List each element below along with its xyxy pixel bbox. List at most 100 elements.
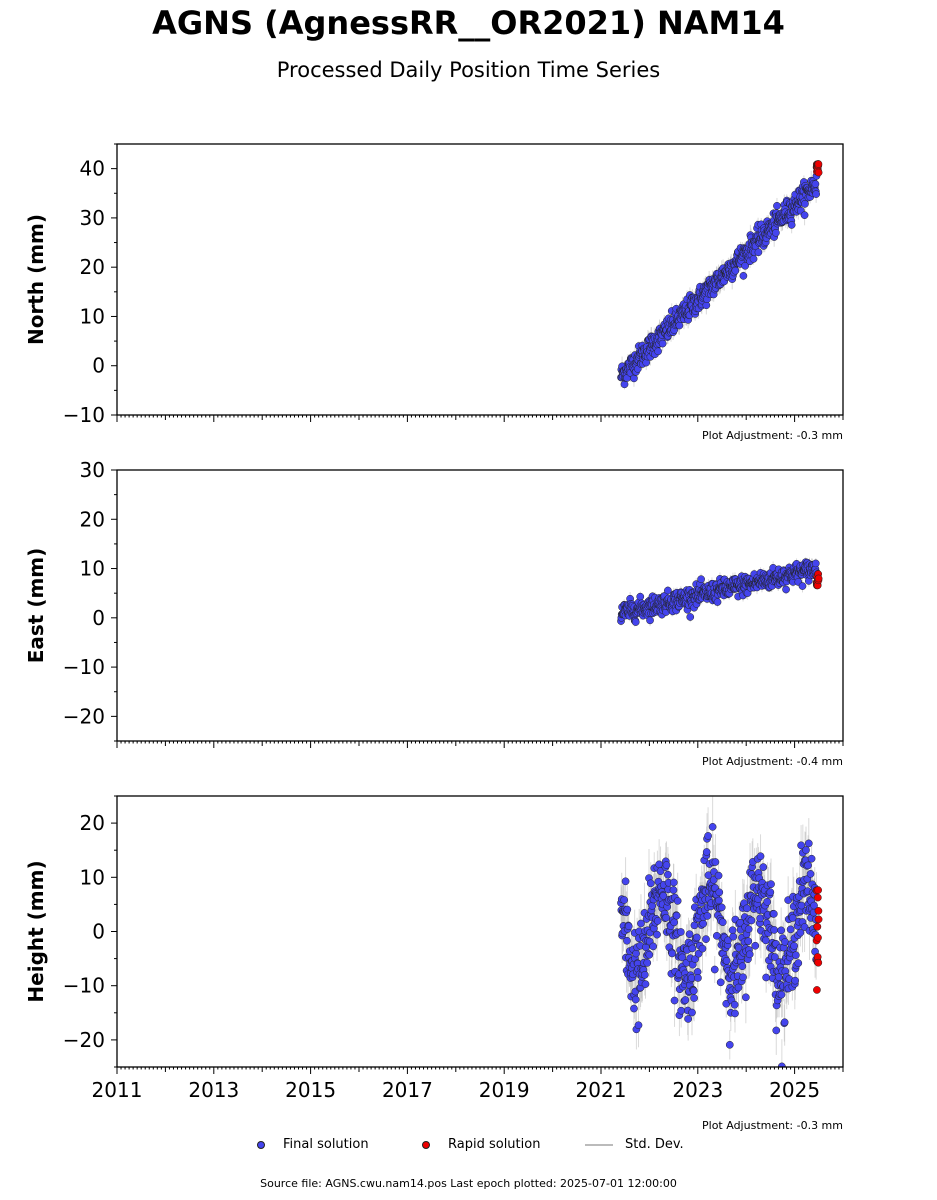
height-final-point	[716, 978, 725, 987]
east-ytick-label: −10	[63, 655, 105, 679]
height-final-point	[729, 932, 738, 941]
height-final-point	[704, 871, 713, 880]
height-final-point	[656, 867, 665, 876]
north-final-point	[811, 180, 820, 188]
height-final-point	[810, 901, 818, 910]
legend: Final solution Rapid solution Std. Dev.	[0, 1137, 937, 1157]
height-final-point	[730, 1000, 739, 1009]
north-ytick-label: 0	[92, 354, 105, 378]
height-final-point	[643, 959, 652, 967]
rapid-solution-marker-icon	[422, 1140, 430, 1149]
height-final-point	[780, 1018, 789, 1027]
xtick-label: 2021	[576, 1078, 627, 1102]
height-final-point	[623, 905, 632, 914]
height-final-point	[738, 962, 747, 971]
east-rapid-point	[814, 574, 823, 583]
final-solution-marker-icon	[257, 1140, 265, 1149]
height-final-point	[632, 949, 640, 958]
height-ytick-label: 0	[92, 920, 105, 944]
height-data	[617, 796, 823, 1067]
height-final-point	[770, 926, 779, 934]
north-rapid-point	[814, 168, 823, 177]
xtick-label: 2015	[285, 1078, 336, 1102]
height-final-point	[790, 942, 798, 950]
height-final-point	[807, 854, 816, 863]
north-final-point	[787, 221, 796, 229]
north-final-point	[658, 339, 667, 348]
height-final-point	[734, 983, 743, 992]
height-final-point	[670, 996, 679, 1005]
north-ytick-label: 40	[80, 157, 105, 181]
height-final-point	[710, 965, 719, 974]
height-rapid-point	[814, 958, 823, 967]
height-final-point	[802, 846, 810, 854]
legend-final-label: Final solution	[283, 1137, 369, 1152]
east-final-point	[636, 592, 645, 601]
north-final-point	[773, 202, 781, 210]
height-plot-adjustment: Plot Adjustment: -0.3 mm	[702, 1119, 843, 1132]
height-final-point	[698, 944, 707, 953]
east-final-point	[664, 586, 672, 595]
xtick-label: 2013	[188, 1078, 239, 1102]
east-frame	[116, 469, 844, 742]
height-final-point	[677, 1006, 686, 1015]
source-footer: Source file: AGNS.cwu.nam14.pos Last epo…	[260, 1177, 677, 1190]
north-ytick-label: 10	[80, 304, 105, 328]
height-final-point	[717, 903, 726, 912]
north-ytick-label: 20	[80, 255, 105, 279]
north-ytick-label: 30	[80, 206, 105, 230]
height-final-point	[669, 886, 678, 894]
north-final-point	[754, 248, 763, 257]
height-rapid-point	[814, 907, 823, 915]
height-final-point	[774, 973, 783, 981]
height-final-point	[676, 928, 685, 936]
height-final-point	[708, 823, 717, 831]
east-final-point	[713, 598, 722, 606]
north-final-point	[812, 190, 820, 198]
xtick-label: 2025	[769, 1078, 820, 1102]
north-final-point	[749, 255, 758, 263]
height-final-point	[763, 898, 772, 906]
height-rapid-point	[813, 893, 822, 902]
height-final-point	[634, 1021, 643, 1030]
height-rapid-point	[814, 933, 822, 942]
north-rapid-point	[814, 160, 823, 168]
height-final-point	[673, 897, 682, 905]
height-final-point	[794, 959, 803, 967]
height-ytick-label: −10	[63, 974, 105, 998]
north-final-point	[739, 271, 748, 280]
height-final-point	[649, 942, 658, 951]
height-final-point	[751, 941, 760, 950]
height-final-point	[653, 930, 661, 939]
height-final-point	[662, 913, 670, 922]
height-rapid-point	[813, 986, 821, 994]
height-final-point	[791, 976, 800, 985]
north-final-point	[675, 321, 684, 330]
east-final-point	[697, 575, 705, 584]
legend-rapid-label: Rapid solution	[448, 1137, 541, 1152]
xtick-label: 2011	[92, 1078, 143, 1102]
height-final-point	[693, 933, 701, 942]
height-final-point	[797, 841, 805, 850]
height-final-point	[670, 918, 679, 927]
height-final-point	[699, 919, 708, 928]
height-final-point	[756, 852, 765, 861]
height-final-point	[664, 870, 672, 879]
height-final-point	[621, 877, 630, 886]
legend-final-solution: Final solution	[257, 1137, 369, 1152]
north-ytick-label: −10	[63, 403, 105, 427]
east-ytick-label: 0	[92, 606, 105, 630]
height-final-point	[777, 926, 786, 935]
height-final-point	[645, 950, 654, 959]
height-final-point	[688, 1008, 696, 1017]
east-ylabel: East (mm)	[24, 548, 48, 664]
height-final-point	[691, 955, 699, 963]
height-final-point	[678, 953, 687, 962]
height-ytick-label: −20	[63, 1028, 105, 1052]
height-final-point	[685, 930, 694, 939]
north-final-point	[801, 200, 809, 208]
east-final-point	[782, 585, 790, 594]
height-final-point	[722, 956, 731, 965]
height-final-point	[741, 993, 750, 1002]
